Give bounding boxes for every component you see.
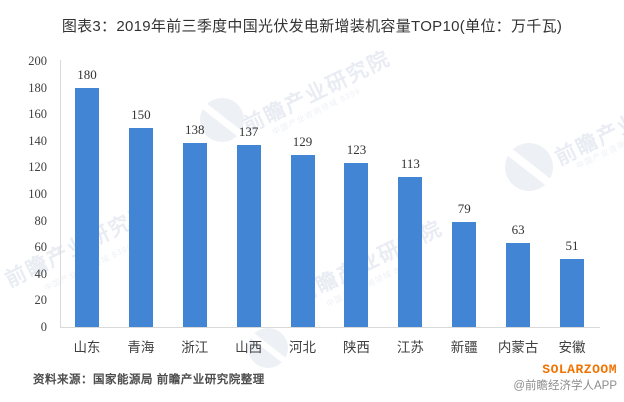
y-tick-label: 140 xyxy=(28,133,47,148)
bar xyxy=(182,143,207,327)
x-category-label: 新疆 xyxy=(450,340,478,355)
y-tick-label: 20 xyxy=(34,293,48,308)
chart-title: 图表3：2019年前三季度中国光伏发电新增装机容量TOP10(单位：万千瓦) xyxy=(61,18,563,35)
y-tick-label: 100 xyxy=(28,187,47,201)
y-tick-label: 0 xyxy=(40,320,47,334)
bar xyxy=(506,243,531,327)
watermark-text: 前瞻产业研究院 xyxy=(551,78,624,170)
bar-value-label: 113 xyxy=(400,155,420,171)
y-tick-label: 180 xyxy=(28,80,47,95)
data-source-text: 资料来源：国家能源局 前瞻产业研究院整理 xyxy=(33,374,265,386)
x-category-label: 山东 xyxy=(73,340,101,355)
x-category-label: 河北 xyxy=(289,340,317,355)
y-tick-label: 120 xyxy=(28,160,47,175)
bar xyxy=(290,155,315,327)
x-axis-line xyxy=(60,327,600,328)
qianzhan-logo-watermark-icon xyxy=(505,143,553,191)
bar xyxy=(560,259,585,327)
bar xyxy=(452,221,477,327)
y-axis-line xyxy=(60,60,61,328)
bar xyxy=(74,87,99,327)
x-category-label: 安徽 xyxy=(558,340,586,355)
watermark-subtext: 中国产业咨询领域 8399 xyxy=(574,120,624,171)
y-tick-label: 60 xyxy=(34,240,48,255)
x-category-label: 江苏 xyxy=(396,340,424,355)
y-tick-label: 200 xyxy=(28,54,47,68)
brand-text: SOLARZOOM xyxy=(542,362,617,377)
x-category-label: 山西 xyxy=(235,340,263,355)
bar-value-label: 138 xyxy=(185,122,205,138)
y-tick-label: 40 xyxy=(34,266,48,281)
watermark-subtext: 中国产业咨询领域 8399 xyxy=(270,86,363,137)
bar-value-label: 51 xyxy=(565,238,579,254)
bar-value-label: 129 xyxy=(292,134,313,150)
x-category-label: 浙江 xyxy=(181,340,209,355)
x-category-label: 陕西 xyxy=(342,340,370,355)
x-category-label: 内蒙古 xyxy=(497,340,539,355)
bar-value-label: 63 xyxy=(511,222,525,238)
bar-value-label: 150 xyxy=(131,106,151,122)
y-tick-label: 160 xyxy=(28,107,47,122)
x-category-label: 青海 xyxy=(127,340,155,355)
bar xyxy=(398,176,423,327)
bar xyxy=(236,144,261,327)
bar xyxy=(344,163,369,327)
bar-value-label: 180 xyxy=(77,66,97,82)
bar-value-label: 79 xyxy=(457,200,471,216)
bar xyxy=(128,127,153,327)
credit-text: @前瞻经济学人APP xyxy=(513,380,617,392)
bar-value-label: 137 xyxy=(238,123,259,139)
bar-value-label: 123 xyxy=(346,142,367,158)
y-tick-label: 80 xyxy=(34,213,48,228)
